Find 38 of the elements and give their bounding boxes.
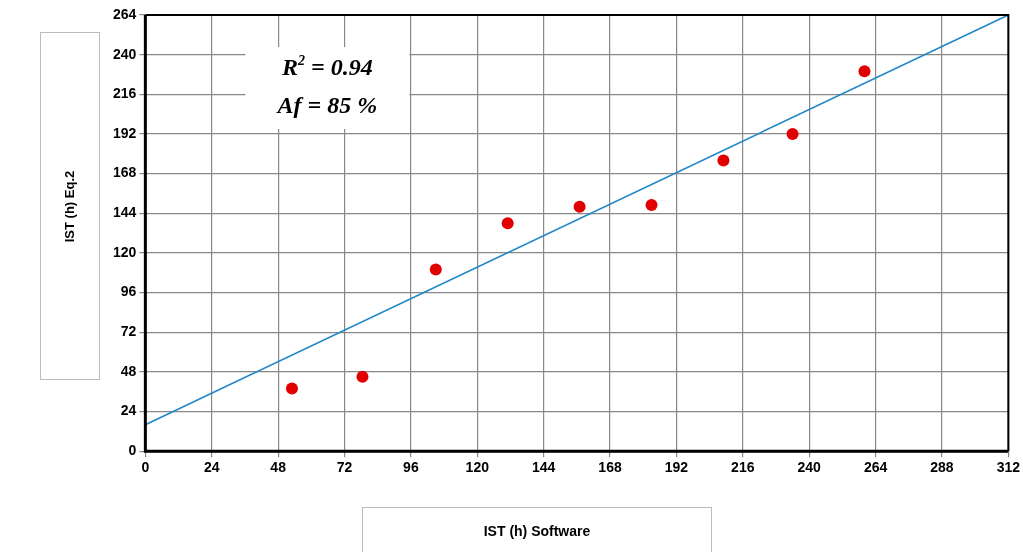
y-tick-label: 48 (120, 362, 137, 379)
y-tick-label: 96 (120, 283, 137, 300)
x-tick-label: 288 (930, 459, 954, 476)
x-tick-label: 240 (797, 459, 822, 476)
x-tick-label: 312 (996, 459, 1021, 476)
y-tick-label: 0 (128, 442, 137, 459)
y-tick-label: 24 (120, 402, 137, 419)
y-tick-label: 120 (113, 243, 137, 260)
x-tick-label: 72 (336, 459, 353, 476)
x-tick-label: 168 (598, 459, 622, 476)
y-tick-label: 144 (113, 204, 137, 221)
x-tick-label: 120 (465, 459, 490, 476)
y-tick-label: 216 (113, 85, 137, 102)
y-axis-title: IST (h) Eq.2 (62, 170, 78, 242)
point (356, 370, 369, 383)
point (645, 199, 658, 212)
x-tick-label: 216 (731, 459, 755, 476)
x-tick-label: 144 (531, 459, 556, 476)
x-tick-label: 24 (203, 459, 220, 476)
x-tick-label: 0 (141, 459, 150, 476)
point (717, 154, 730, 167)
x-tick-label: 264 (863, 459, 888, 476)
y-tick-label: 72 (120, 323, 137, 340)
point (858, 65, 871, 78)
point (285, 382, 298, 395)
point (429, 263, 442, 276)
y-tick-label: 240 (113, 45, 137, 62)
point (573, 200, 586, 213)
x-tick-label: 96 (403, 459, 419, 476)
y-tick-label: 168 (113, 164, 137, 181)
x-tick-label: 48 (270, 459, 287, 476)
y-tick-label: 264 (113, 5, 137, 22)
point (501, 217, 514, 230)
x-axis-title: IST (h) Software (362, 507, 712, 552)
y-tick-label: 192 (113, 124, 137, 141)
point (786, 127, 799, 140)
annotation: Af = 85 % (275, 92, 378, 119)
x-tick-label: 192 (664, 459, 689, 476)
